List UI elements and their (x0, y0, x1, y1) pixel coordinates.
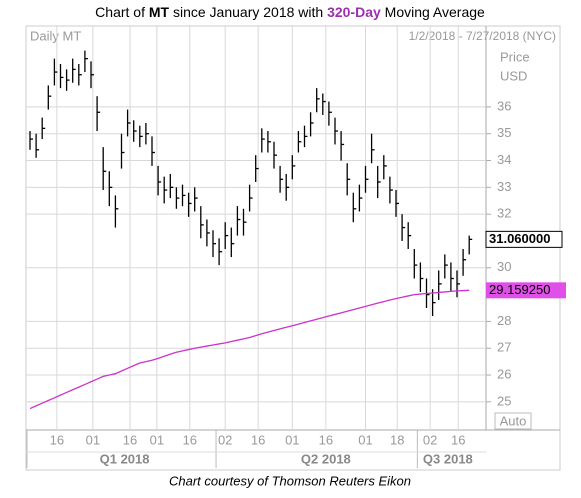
y-tick-label: 26 (497, 366, 511, 381)
x-tick-label: 16 (50, 432, 64, 447)
y-tick-label: 27 (497, 340, 511, 355)
moving-average-line (29, 289, 470, 410)
x-tick-label: 16 (251, 432, 265, 447)
title-segment: MT (149, 4, 170, 20)
x-tick-label: 01 (150, 432, 164, 447)
quarter-label: Q3 2018 (423, 451, 473, 466)
scale-button[interactable] (494, 412, 532, 430)
header-left: Daily MT (30, 28, 81, 43)
chart-title: Chart of MT since January 2018 with 320-… (95, 4, 485, 20)
quarter-label: Q2 2018 (301, 451, 351, 466)
footer: Chart courtesy of Thomson Reuters Eikon (169, 473, 411, 488)
y-tick-label: 34 (497, 152, 511, 167)
x-tick-label: 01 (358, 432, 372, 447)
title-segment: 320-Day (327, 4, 381, 20)
x-tick-label: 02 (423, 432, 437, 447)
quarter-label: Q1 2018 (100, 451, 150, 466)
title-segment: Chart of (95, 4, 149, 20)
title-segment: Moving Average (381, 4, 485, 20)
ma-value-label: 29.159250 (489, 282, 550, 297)
y-tick-label: 35 (497, 125, 511, 140)
title-segment: since January 2018 with (169, 4, 327, 20)
y-tick-label: 36 (497, 98, 511, 113)
x-tick-label: 02 (218, 432, 232, 447)
y-axis-label: USD (500, 68, 527, 83)
scale-mode[interactable]: Auto (500, 413, 527, 428)
y-tick-label: 33 (497, 179, 511, 194)
x-tick-label: 18 (390, 432, 404, 447)
last-price-box (485, 230, 563, 248)
x-tick-label: 16 (183, 432, 197, 447)
x-tick-label: 01 (86, 432, 100, 447)
x-tick-label: 16 (451, 432, 465, 447)
y-tick-label: 28 (497, 313, 511, 328)
x-tick-label: 16 (123, 432, 137, 447)
y-tick-label: 30 (497, 259, 511, 274)
last-price-label: 31.060000 (489, 231, 550, 246)
ma-value-box (486, 282, 566, 299)
x-tick-label: 16 (319, 432, 333, 447)
header-right: 1/2/2018 - 7/27/2018 (NYC) (409, 29, 556, 43)
y-tick-label: 25 (497, 393, 511, 408)
frame (25, 25, 561, 471)
y-axis-label: Price (500, 49, 530, 64)
x-tick-label: 01 (285, 432, 299, 447)
y-tick-label: 32 (497, 206, 511, 221)
